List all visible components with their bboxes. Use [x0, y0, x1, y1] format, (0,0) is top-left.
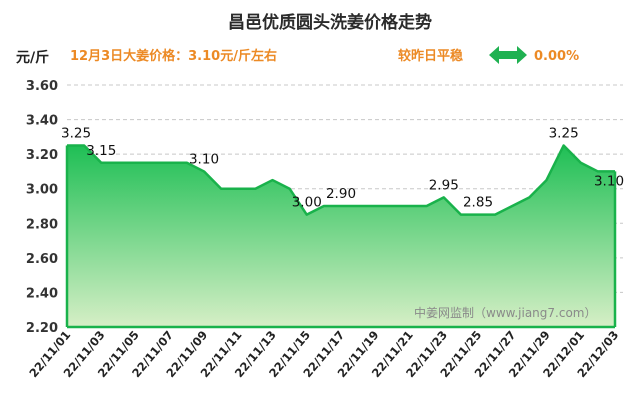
data-label: 3.25: [61, 126, 91, 142]
y-tick-label: 2.60: [26, 252, 58, 267]
watermark-text: 中姜网监制（www.jiang7.com）: [414, 305, 596, 320]
y-tick-label: 2.20: [26, 321, 58, 336]
data-label: 3.10: [594, 173, 624, 189]
chart-title: 昌邑优质圆头洗姜价格走势: [228, 12, 432, 33]
y-tick-label: 2.80: [26, 217, 58, 232]
plot-area: [65, 144, 617, 329]
data-label: 3.25: [549, 126, 579, 142]
unit-label: 元/斤: [16, 49, 49, 66]
data-label: 2.90: [326, 186, 356, 202]
price-info-text: 12月3日大姜价格：3.10元/斤左右: [70, 48, 277, 64]
y-axis-ticks: 2.20 2.40 2.60 2.80 3.00 3.20 3.40 3.60: [26, 79, 58, 336]
y-tick-label: 3.40: [26, 114, 58, 129]
change-percent: 0.00%: [534, 49, 579, 64]
data-labels: 3.253.153.103.002.902.952.853.253.10: [61, 126, 624, 211]
y-tick-label: 2.40: [26, 286, 58, 301]
area-fill: [67, 145, 615, 327]
data-label: 2.85: [463, 195, 493, 211]
x-axis-ticks: 22/11/0122/11/0322/11/0522/11/0722/11/09…: [26, 328, 621, 380]
double-arrow-icon: [489, 46, 527, 64]
data-label: 3.00: [292, 195, 322, 211]
y-tick-label: 3.00: [26, 183, 58, 198]
data-label: 3.10: [189, 151, 219, 167]
data-label: 2.95: [429, 177, 459, 193]
compare-text: 较昨日平稳: [398, 48, 463, 64]
y-tick-label: 3.20: [26, 148, 58, 163]
y-tick-label: 3.60: [26, 79, 58, 94]
data-label: 3.15: [86, 143, 116, 159]
